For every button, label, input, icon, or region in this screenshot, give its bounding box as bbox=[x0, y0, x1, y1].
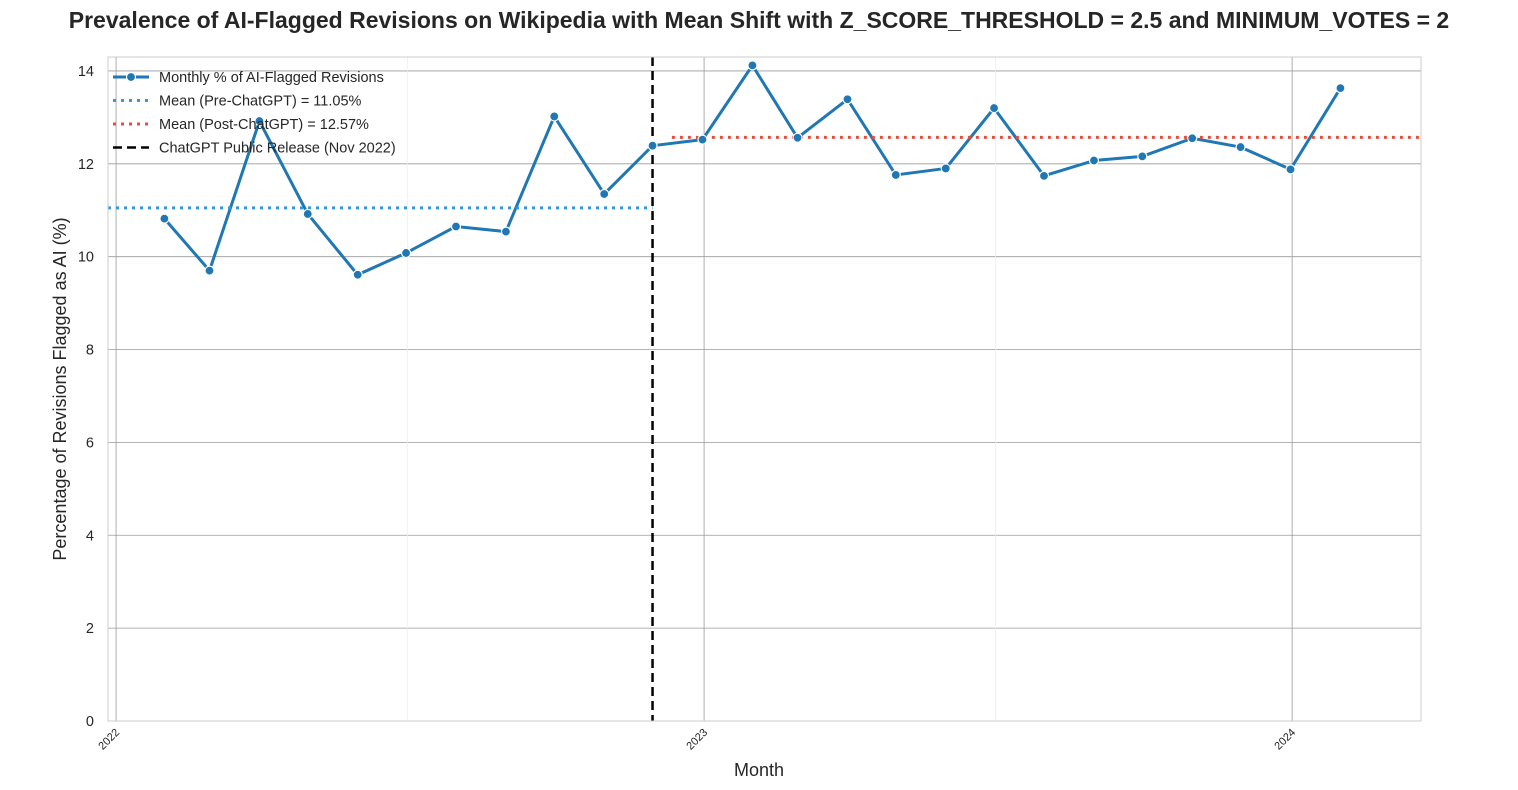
data-point bbox=[1088, 155, 1100, 166]
y-tick-label: 14 bbox=[78, 64, 94, 80]
x-tick-label: 2023 bbox=[684, 727, 710, 753]
data-point bbox=[842, 94, 853, 105]
y-tick-label: 8 bbox=[86, 343, 94, 359]
data-point bbox=[697, 134, 708, 145]
y-tick-label: 0 bbox=[86, 714, 94, 730]
data-point bbox=[1187, 133, 1198, 144]
data-point bbox=[1235, 141, 1246, 153]
x-tick-label: 2024 bbox=[1272, 727, 1298, 753]
data-point bbox=[940, 163, 951, 174]
data-point bbox=[549, 111, 560, 122]
data-point bbox=[204, 265, 215, 276]
x-tick-labels: 2022 2023 2024 bbox=[96, 727, 1298, 753]
data-point bbox=[1335, 83, 1346, 94]
data-point bbox=[352, 269, 363, 280]
y-tick-label: 12 bbox=[78, 157, 94, 173]
y-tick-label: 10 bbox=[78, 250, 94, 266]
plot-frame bbox=[107, 56, 1422, 722]
legend-label: Monthly % of AI-Flagged Revisions bbox=[159, 70, 384, 86]
gridlines bbox=[108, 57, 1421, 722]
y-tick-labels: 0 2 4 6 8 10 12 14 bbox=[78, 64, 94, 730]
data-point bbox=[1285, 164, 1296, 175]
data-point bbox=[599, 188, 610, 200]
data-point bbox=[450, 221, 462, 232]
x-axis-label: Month bbox=[734, 760, 784, 780]
data-point bbox=[647, 140, 658, 151]
legend-label: Mean (Post-ChatGPT) = 12.57% bbox=[159, 117, 369, 133]
legend-label: ChatGPT Public Release (Nov 2022) bbox=[159, 141, 396, 157]
data-point bbox=[988, 102, 1000, 114]
legend: Monthly % of AI-Flagged Revisions Mean (P… bbox=[113, 70, 396, 157]
data-point bbox=[792, 132, 803, 143]
plot-lines bbox=[108, 57, 1421, 721]
legend-label: Mean (Pre-ChatGPT) = 11.05% bbox=[159, 94, 362, 110]
legend-marker bbox=[125, 71, 137, 83]
x-tick-label: 2022 bbox=[96, 727, 122, 753]
data-markers bbox=[159, 60, 1346, 280]
data-point bbox=[1137, 151, 1148, 162]
chart-title: Prevalence of AI-Flagged Revisions on Wi… bbox=[69, 7, 1449, 33]
data-point bbox=[747, 60, 758, 71]
data-point bbox=[400, 247, 412, 259]
data-point bbox=[500, 226, 512, 237]
data-point bbox=[1038, 170, 1050, 181]
y-tick-label: 4 bbox=[86, 528, 94, 544]
data-point bbox=[254, 115, 265, 127]
data-point bbox=[159, 213, 170, 224]
data-point bbox=[302, 208, 313, 220]
y-tick-label: 6 bbox=[86, 435, 94, 451]
y-tick-label: 2 bbox=[86, 621, 94, 637]
y-axis-label: Percentage of Revisions Flagged as AI (%… bbox=[50, 217, 70, 560]
data-point bbox=[890, 169, 901, 181]
